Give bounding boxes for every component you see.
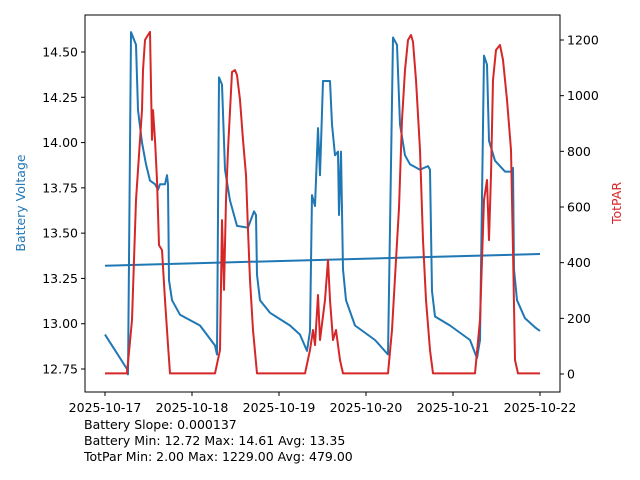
x-tick-label: 2025-10-18 [156,400,229,415]
left-tick-label: 13.50 [42,226,78,241]
left-tick-label: 14.00 [42,135,78,150]
totpar-stats-text: TotPar Min: 2.00 Max: 1229.00 Avg: 479.0… [84,449,353,464]
battery-stats-text: Battery Min: 12.72 Max: 14.61 Avg: 13.35 [84,433,346,448]
left-tick-label: 12.75 [42,362,78,377]
x-tick-label: 2025-10-21 [417,400,490,415]
left-tick-label: 13.25 [42,271,78,286]
left-tick-label: 14.25 [42,90,78,105]
left-tick-label: 13.75 [42,180,78,195]
x-tick-label: 2025-10-22 [504,400,577,415]
x-tick-label: 2025-10-20 [330,400,403,415]
right-tick-label: 0 [567,367,575,382]
x-tick-label: 2025-10-17 [69,400,142,415]
x-tick-label: 2025-10-19 [243,400,316,415]
right-tick-label: 800 [567,144,591,159]
stats-annotations: Battery Slope: 0.000137 Battery Min: 12.… [84,417,353,465]
battery-slope-text: Battery Slope: 0.000137 [84,417,237,432]
right-tick-label: 1200 [567,33,599,48]
plot-frame [84,14,561,393]
left-tick-label: 14.50 [42,45,78,60]
right-tick-label: 400 [567,255,591,270]
right-axis-label: TotPAR [609,182,624,225]
right-tick-label: 1000 [567,88,599,103]
right-tick-label: 200 [567,311,591,326]
battery-trend-line [104,253,541,267]
left-tick-label: 13.00 [42,316,78,331]
left-axis-label: Battery Voltage [13,154,28,251]
right-tick-label: 600 [567,200,591,215]
totpar-line [105,30,540,375]
